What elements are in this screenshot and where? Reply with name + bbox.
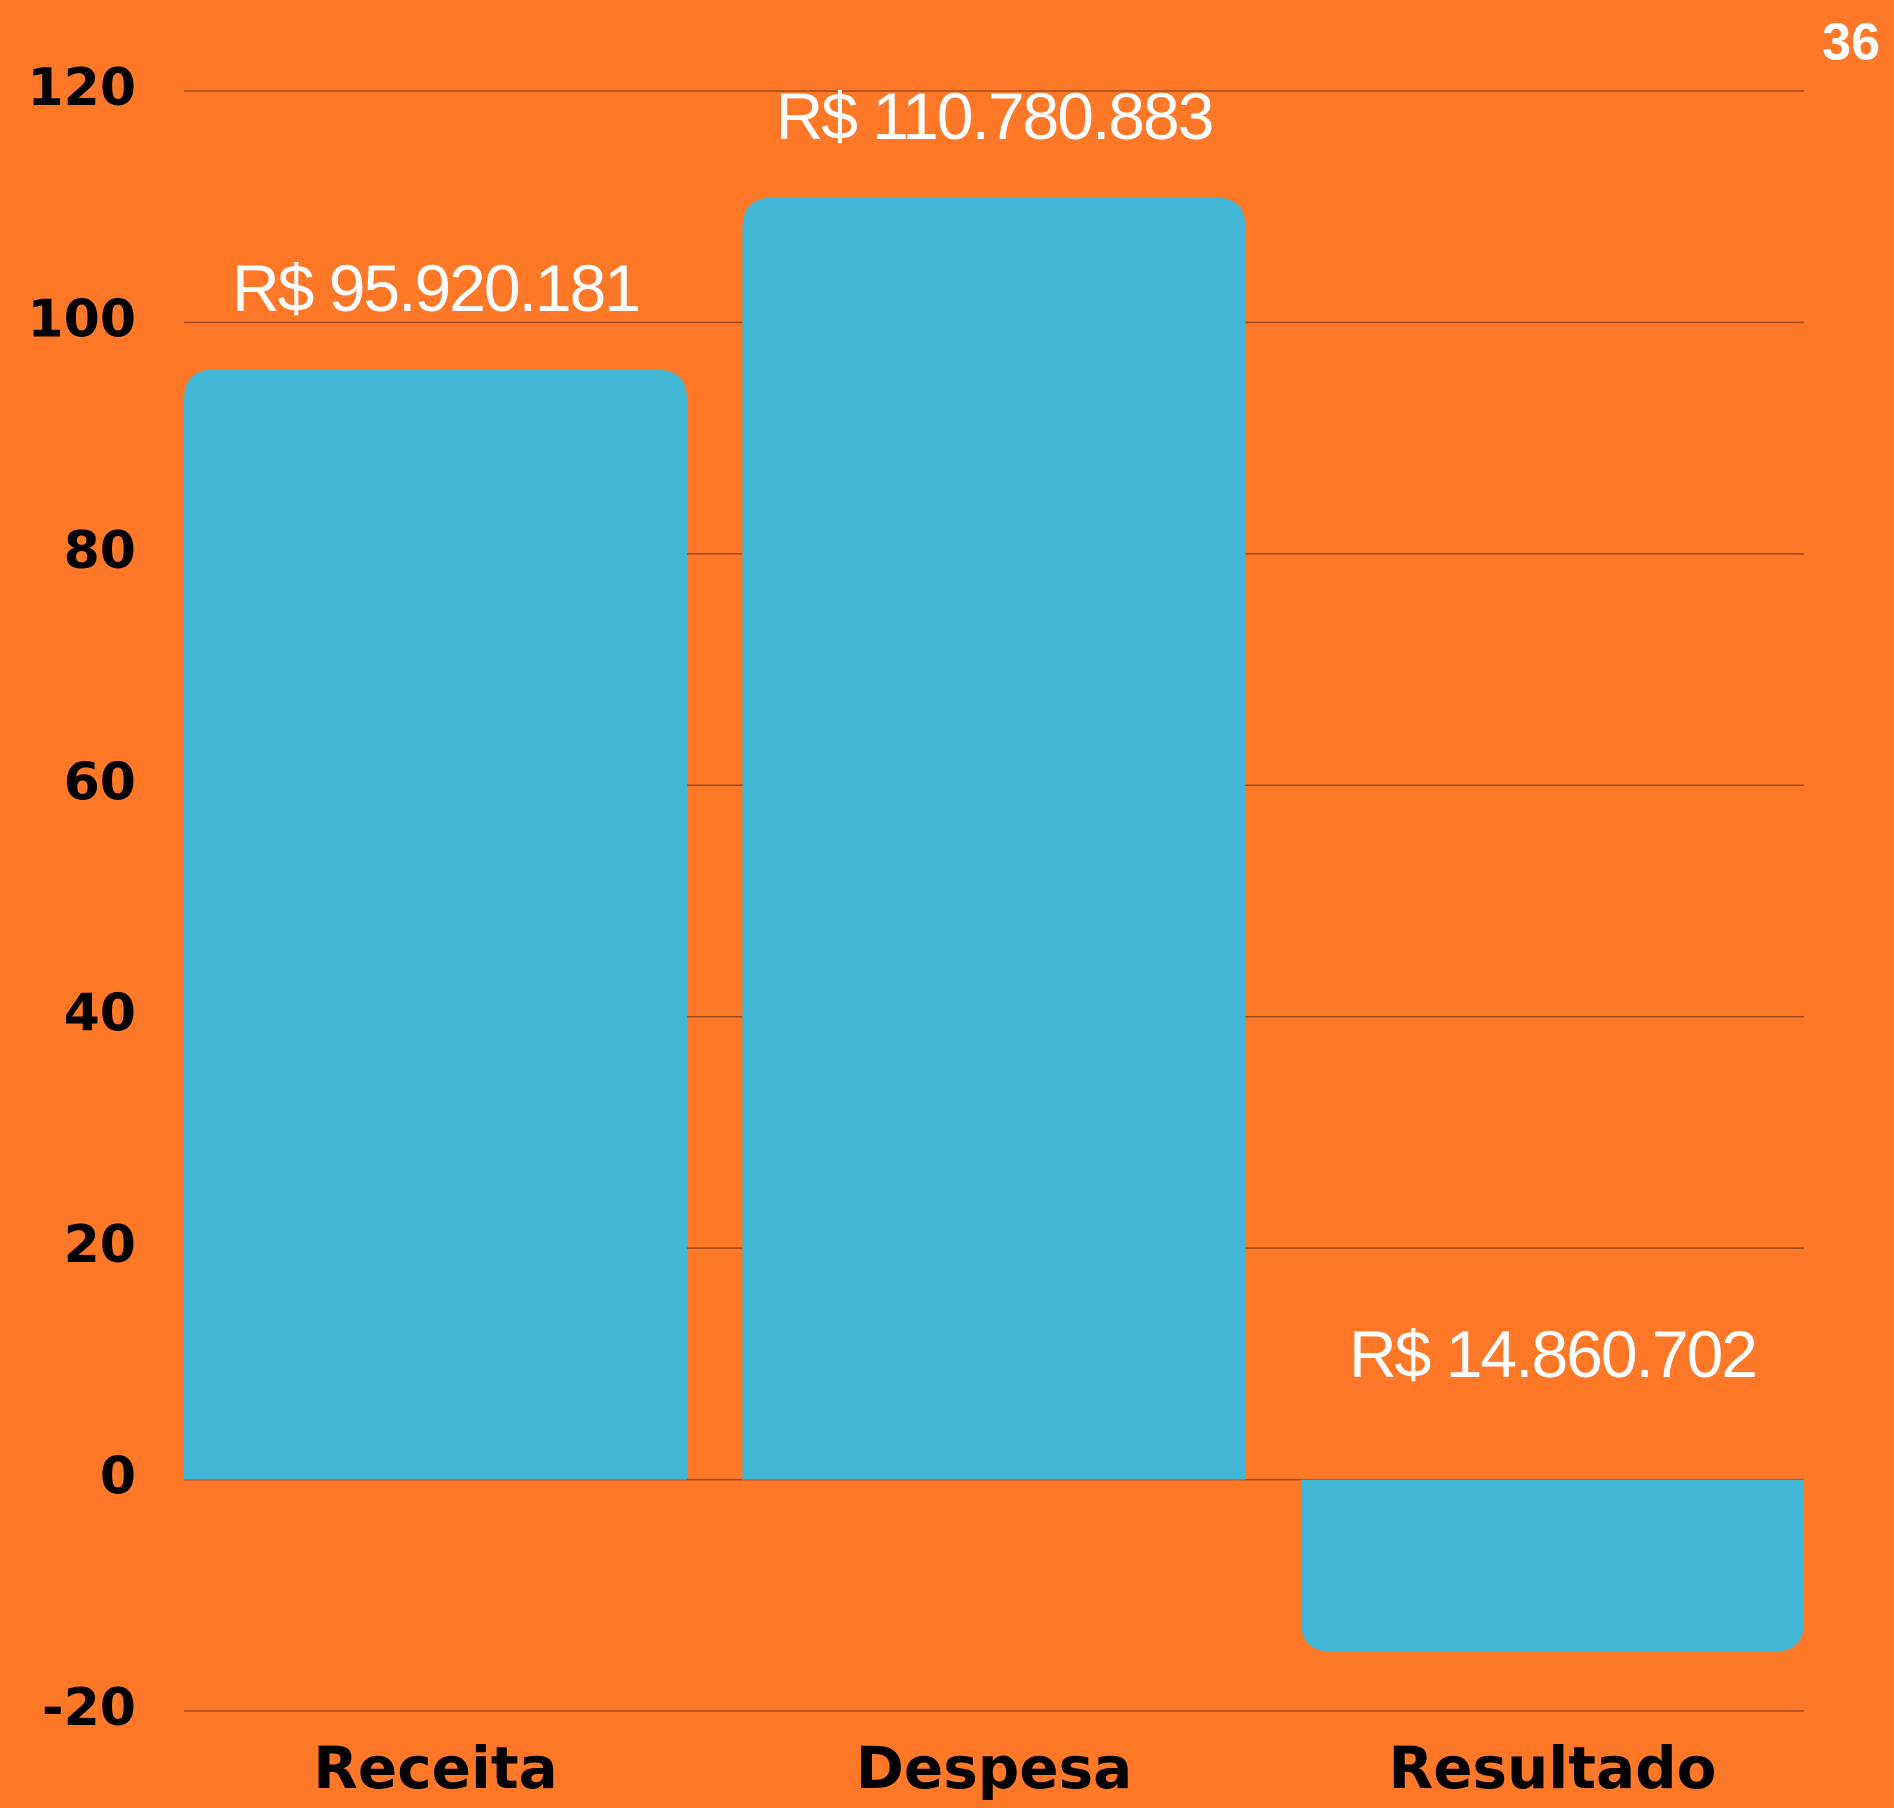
y-tick-label: 40 [64, 984, 136, 1044]
y-tick-label: 0 [100, 1447, 136, 1507]
y-tick-label: 80 [64, 521, 136, 581]
y-tick-label: 20 [64, 1215, 136, 1275]
bar [1301, 1479, 1804, 1652]
x-tick-label: Receita [313, 1734, 557, 1802]
x-tick-label: Despesa [856, 1734, 1133, 1802]
y-tick-label: -20 [42, 1678, 136, 1738]
value-label: R$ 95.920.181 [232, 251, 639, 325]
page-number: 36 [1822, 14, 1880, 72]
value-label: R$ 110.780.883 [776, 79, 1213, 153]
x-tick-label: Resultado [1389, 1734, 1717, 1802]
bar [184, 369, 687, 1480]
y-tick-label: 100 [27, 289, 136, 349]
y-tick-label: 120 [27, 58, 136, 118]
value-label: R$ 14.860.702 [1349, 1317, 1756, 1391]
bar [742, 197, 1246, 1480]
y-tick-label: 60 [64, 752, 136, 812]
